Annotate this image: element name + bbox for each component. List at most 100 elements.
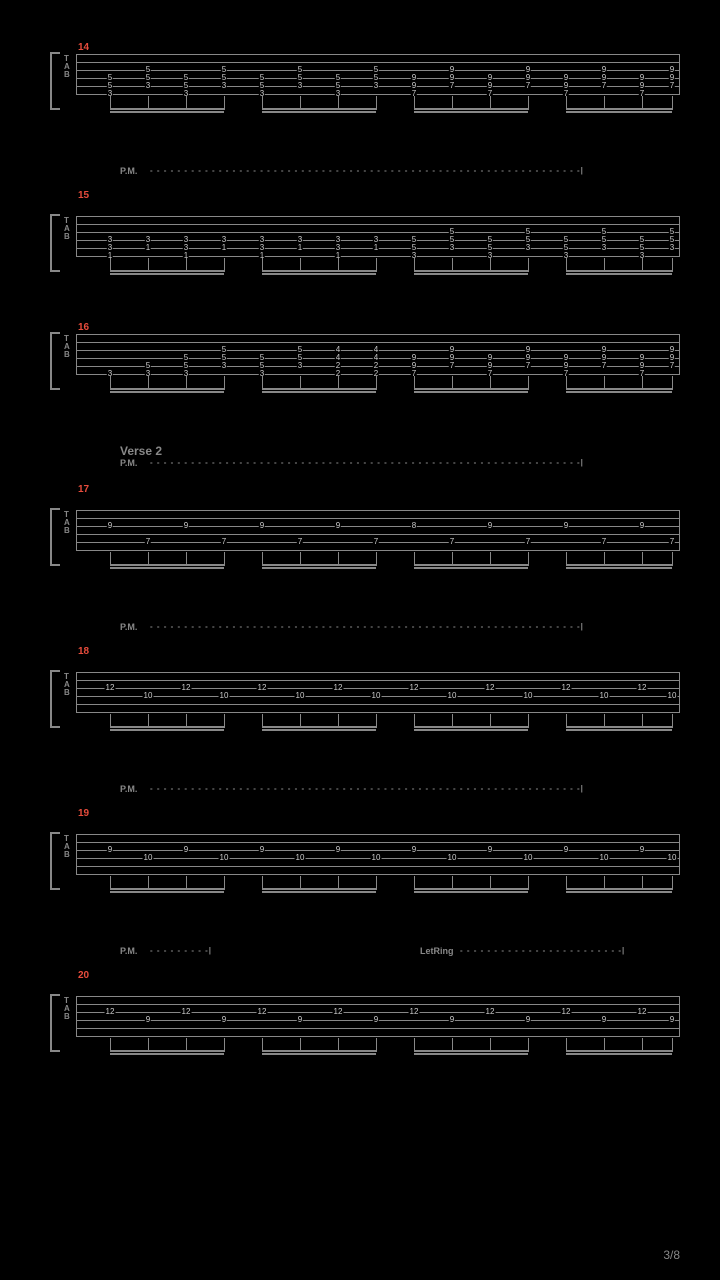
tab-clef: TAB [64,511,70,535]
fret-number: 7 [669,362,675,370]
tab-clef: TAB [64,997,70,1021]
staff: TAB9999899977777777 [50,500,680,570]
fret-number: 12 [409,1008,420,1016]
beam-group [76,714,680,734]
fret-number: 7 [669,82,675,90]
fret-number: 9 [525,1016,531,1024]
fret-number: 9 [487,846,493,854]
fret-number: 12 [105,1008,116,1016]
annotation-extent: - - - - - - - - -| [150,946,212,955]
measure-16: 16TAB55449999555544999999995535322979797… [50,324,680,394]
fret-number: 10 [143,692,154,700]
beam-group [76,96,680,116]
fret-number: 9 [297,1016,303,1024]
fret-number: 12 [485,1008,496,1016]
fret-number: 9 [563,522,569,530]
staff: TAB121212121212121299999999 [50,986,680,1056]
annotation-row: P.M.- - - - - - - - - - - - - - - - - - … [50,622,680,636]
fret-number: 7 [373,538,379,546]
fret-number: 3 [221,82,227,90]
fret-number: 12 [409,684,420,692]
annotation-extent: - - - - - - - - - - - - - - - - - - - - … [460,946,625,955]
fret-number: 10 [667,692,678,700]
fret-number: 10 [219,854,230,862]
measure-18: P.M.- - - - - - - - - - - - - - - - - - … [50,618,680,732]
section-label: Verse 2 [120,444,162,458]
fret-number: 1 [221,244,227,252]
fret-number: 9 [373,1016,379,1024]
annotation-row: P.M.- - - - - - - - -|LetRing- - - - - -… [50,946,680,960]
fret-number: 12 [333,1008,344,1016]
fret-number: 9 [411,846,417,854]
tab-lines: 12121212121212121010101010101010 [76,672,680,712]
fret-number: 3 [145,82,151,90]
fret-number: 10 [599,854,610,862]
fret-number: 9 [639,522,645,530]
beam-group [76,552,680,572]
fret-number: 9 [449,1016,455,1024]
annotation-extent: - - - - - - - - - - - - - - - - - - - - … [150,622,584,631]
fret-number: 10 [447,692,458,700]
fret-number: 12 [105,684,116,692]
tab-clef: TAB [64,335,70,359]
technique-annotation: P.M. [120,784,137,794]
beam-group [76,376,680,396]
technique-annotation: P.M. [120,946,137,956]
fret-number: 10 [371,854,382,862]
fret-number: 9 [259,846,265,854]
fret-number: 9 [183,522,189,530]
fret-number: 3 [449,244,455,252]
measure-number: 20 [78,970,89,981]
annotation-extent: - - - - - - - - - - - - - - - - - - - - … [150,166,584,175]
staff-bracket [50,508,60,566]
fret-number: 1 [373,244,379,252]
staff: TAB5544999955554499999999553532297979797… [50,324,680,394]
staff: TAB5555333333335555555531313131535353531… [50,206,680,276]
fret-number: 7 [449,82,455,90]
fret-number: 7 [297,538,303,546]
fret-number: 9 [107,522,113,530]
tab-lines: 5555999955555555999999995353535397979797… [76,54,680,94]
fret-number: 9 [221,1016,227,1024]
beam-group [76,1038,680,1058]
fret-number: 12 [333,684,344,692]
fret-number: 12 [181,1008,192,1016]
annotation-row: P.M.- - - - - - - - - - - - - - - - - - … [50,458,680,472]
fret-number: 7 [669,538,675,546]
fret-number: 9 [639,846,645,854]
fret-number: 12 [561,684,572,692]
measure-19: P.M.- - - - - - - - - - - - - - - - - - … [50,780,680,894]
measure-20: P.M.- - - - - - - - -|LetRing- - - - - -… [50,942,680,1056]
fret-number: 9 [563,846,569,854]
measure-number: 15 [78,190,89,201]
measure-number: 19 [78,808,89,819]
fret-number: 10 [523,854,534,862]
fret-number: 10 [295,854,306,862]
tab-lines: 121212121212121299999999 [76,996,680,1036]
fret-number: 3 [221,362,227,370]
fret-number: 7 [145,538,151,546]
fret-number: 8 [411,522,417,530]
fret-number: 3 [669,244,675,252]
tab-lines: 5555333333335555555531313131535353531111… [76,216,680,256]
fret-number: 1 [145,244,151,252]
fret-number: 10 [523,692,534,700]
page-number: 3/8 [663,1248,680,1262]
measure-15: P.M.- - - - - - - - - - - - - - - - - - … [50,162,680,276]
fret-number: 10 [143,854,154,862]
fret-number: 7 [449,538,455,546]
fret-number: 12 [637,684,648,692]
staff-bracket [50,52,60,110]
fret-number: 9 [601,1016,607,1024]
fret-number: 9 [183,846,189,854]
fret-number: 12 [257,684,268,692]
fret-number: 1 [297,244,303,252]
fret-number: 9 [335,522,341,530]
annotation-extent: - - - - - - - - - - - - - - - - - - - - … [150,458,584,467]
fret-number: 7 [525,362,531,370]
staff-bracket [50,332,60,390]
fret-number: 9 [107,846,113,854]
fret-number: 9 [669,1016,675,1024]
measure-number: 18 [78,646,89,657]
fret-number: 10 [371,692,382,700]
